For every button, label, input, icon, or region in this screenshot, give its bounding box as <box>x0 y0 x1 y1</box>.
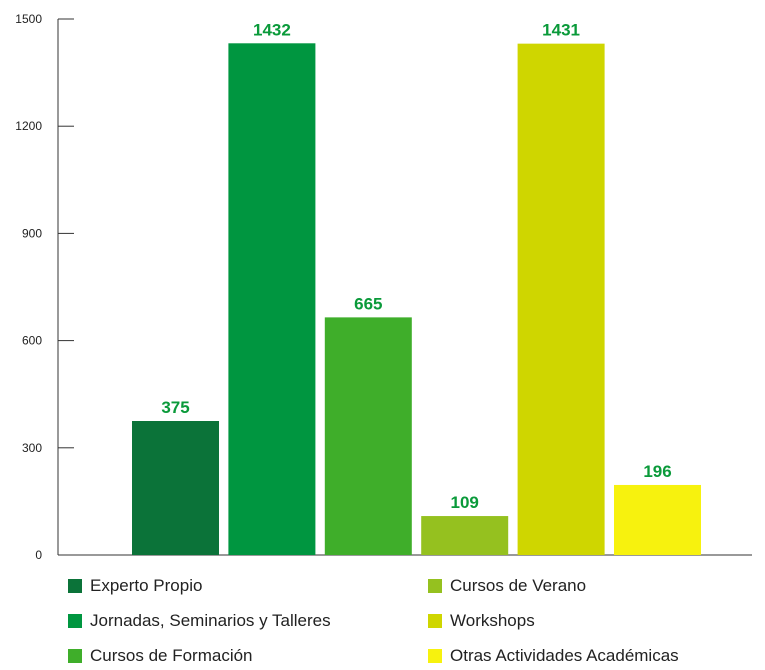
bars <box>132 43 701 555</box>
legend-swatch <box>428 614 442 628</box>
bar-value-label: 375 <box>161 398 189 417</box>
legend-label: Jornadas, Seminarios y Talleres <box>90 611 331 630</box>
bar-value-label: 109 <box>451 493 479 512</box>
legend: Experto Propio Jornadas, Seminarios y Tal… <box>68 574 758 670</box>
legend-swatch <box>428 649 442 663</box>
bar-value-label: 1431 <box>542 21 580 40</box>
bar-value-label: 665 <box>354 294 382 313</box>
legend-label: Experto Propio <box>90 576 203 595</box>
y-tick-label: 300 <box>22 441 42 455</box>
bar-chart: 0 300 600 900 1200 1500 375 1432 665 109 1431 196 <box>15 12 752 562</box>
legend-label: Otras Actividades Académicas <box>450 646 679 665</box>
bar-value-label: 1432 <box>253 20 291 39</box>
legend-label: Cursos de Formación <box>90 646 253 665</box>
legend-item: Cursos de Verano <box>428 574 586 598</box>
legend-swatch <box>68 614 82 628</box>
y-tick-label: 900 <box>22 226 42 240</box>
legend-item: Workshops <box>428 609 535 633</box>
legend-item: Jornadas, Seminarios y Talleres <box>68 609 331 633</box>
legend-swatch <box>68 649 82 663</box>
legend-swatch <box>428 579 442 593</box>
legend-item: Cursos de Formación <box>68 644 253 668</box>
bar <box>421 516 509 555</box>
legend-swatch <box>68 579 82 593</box>
y-tick-label: 1200 <box>15 119 42 133</box>
legend-label: Workshops <box>450 611 535 630</box>
bar <box>132 421 219 555</box>
bar <box>324 317 412 555</box>
data-labels: 375 1432 665 109 1431 196 <box>161 20 671 512</box>
bar-value-label: 196 <box>643 462 671 481</box>
legend-item: Otras Actividades Académicas <box>428 644 679 668</box>
legend-item: Experto Propio <box>68 574 202 598</box>
y-tick-label: 1500 <box>15 12 42 26</box>
legend-label: Cursos de Verano <box>450 576 587 595</box>
y-tick-label: 0 <box>35 548 42 562</box>
bar <box>517 43 605 555</box>
bar <box>614 484 701 555</box>
y-tick-label: 600 <box>22 334 42 348</box>
bar <box>228 43 316 555</box>
